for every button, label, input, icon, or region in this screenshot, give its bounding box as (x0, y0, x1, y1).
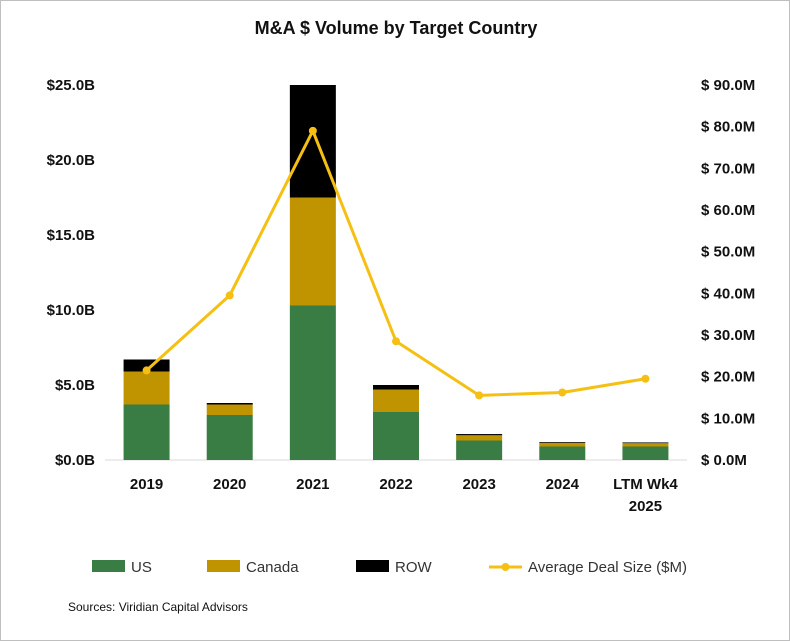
right-tick-label: $ 50.0M (701, 244, 755, 261)
bar-row-2020 (206, 403, 253, 405)
legend-marker-avg-deal (501, 563, 510, 571)
bar-us-2019 (123, 404, 170, 460)
left-tick-label: $15.0B (47, 227, 96, 244)
x-tick-label: 2022 (379, 476, 412, 493)
right-tick-label: $ 40.0M (701, 285, 755, 302)
line-point-avg-deal-size (392, 337, 400, 346)
bar-canada-2022 (373, 389, 419, 412)
chart-title: M&A $ Volume by Target Country (255, 18, 538, 38)
x-tick-label: 2019 (130, 476, 163, 493)
bar-row-ltm-wk4-2025 (622, 442, 669, 444)
line-point-avg-deal-size (142, 366, 151, 375)
bar-row-2023 (456, 434, 503, 436)
legend-label-avg-deal: Average Deal Size ($M) (528, 559, 687, 576)
bar-row-2024 (539, 442, 586, 443)
right-axis: $ 0.0M $ 10.0M $ 20.0M $ 30.0M $ 40.0M $ 50.0… (701, 77, 755, 469)
legend-swatch-row (356, 560, 389, 572)
legend-label-us: US (131, 559, 152, 576)
bar-row-2022 (373, 385, 419, 390)
bar-us-2024 (539, 446, 586, 460)
x-tick-label: 2024 (546, 476, 580, 493)
x-tick-label: LTM Wk4 (613, 476, 678, 493)
right-tick-label: $ 30.0M (701, 327, 755, 344)
source-note: Sources: Viridian Capital Advisors (68, 600, 248, 614)
bar-canada-2021 (289, 197, 336, 306)
right-tick-label: $ 70.0M (701, 160, 755, 177)
x-tick-label: 2023 (462, 476, 495, 493)
line-point-avg-deal-size (225, 291, 234, 300)
bar-us-2023 (456, 440, 503, 460)
right-tick-label: $ 20.0M (701, 369, 755, 386)
right-tick-label: $ 10.0M (701, 410, 755, 427)
line-point-avg-deal-size (558, 388, 567, 397)
line-series-group (142, 126, 650, 400)
bar-canada-2024 (539, 442, 586, 447)
bar-canada-2019 (123, 371, 170, 405)
right-tick-label: $ 0.0M (701, 452, 747, 469)
legend-label-canada: Canada (246, 559, 299, 576)
line-point-avg-deal-size (641, 374, 650, 383)
legend-swatch-canada (207, 560, 240, 572)
x-tick-label: 2021 (296, 476, 329, 493)
bar-us-2021 (289, 305, 336, 460)
bar-canada-ltm-wk4-2025 (622, 443, 669, 447)
line-point-avg-deal-size (475, 391, 484, 400)
x-tick-label: 2025 (629, 498, 662, 515)
x-tick-label: 2020 (213, 476, 246, 493)
line-point-avg-deal-size (308, 126, 317, 135)
legend: US Canada ROW Average Deal Size ($M) (92, 559, 687, 576)
bar-canada-2020 (206, 404, 253, 415)
legend-swatch-us (92, 560, 125, 572)
left-tick-label: $0.0B (55, 452, 95, 469)
left-tick-label: $5.0B (55, 377, 95, 394)
bar-row-2019 (123, 359, 170, 372)
right-tick-label: $ 60.0M (701, 202, 755, 219)
x-axis: 2019 2020 2021 2022 2023 2024 LTM Wk4 2025 (130, 476, 679, 515)
line-avg-deal-size (145, 129, 646, 397)
bar-us-2022 (373, 412, 419, 460)
bar-canada-2023 (456, 435, 503, 441)
bar-us-ltm-wk4-2025 (622, 446, 669, 460)
left-tick-label: $25.0B (47, 77, 96, 94)
right-tick-label: $ 90.0M (701, 77, 755, 94)
bar-us-2020 (206, 415, 253, 460)
bar-row-2021 (289, 85, 336, 198)
bar-group (123, 85, 669, 460)
left-tick-label: $10.0B (47, 302, 96, 319)
left-axis: $0.0B $5.0B $10.0B $15.0B $20.0B $25.0B (47, 77, 96, 469)
legend-label-row: ROW (395, 559, 433, 576)
right-tick-label: $ 80.0M (701, 119, 755, 136)
left-tick-label: $20.0B (47, 152, 96, 169)
